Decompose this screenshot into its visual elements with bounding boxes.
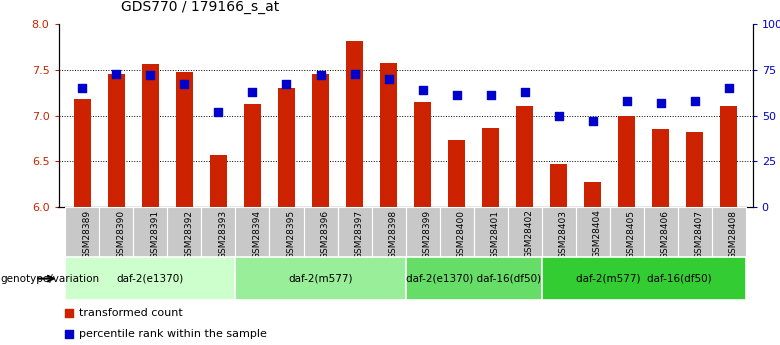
Bar <box>550 164 567 207</box>
Text: daf-2(m577): daf-2(m577) <box>289 274 353 284</box>
Text: GSM28393: GSM28393 <box>218 209 228 259</box>
Text: GSM28408: GSM28408 <box>729 209 738 258</box>
Point <box>280 82 292 87</box>
Text: GSM28405: GSM28405 <box>627 209 636 258</box>
Text: GSM28399: GSM28399 <box>423 209 431 259</box>
Bar <box>482 128 499 207</box>
Text: GSM28391: GSM28391 <box>151 209 159 259</box>
Point <box>212 109 225 115</box>
Bar <box>644 207 678 257</box>
Bar <box>108 75 125 207</box>
Bar <box>269 207 303 257</box>
Text: GSM28407: GSM28407 <box>695 209 704 258</box>
Bar <box>678 207 712 257</box>
Point <box>178 82 190 87</box>
Bar <box>99 207 133 257</box>
Point <box>450 93 463 98</box>
Bar <box>712 207 746 257</box>
Text: GSM28389: GSM28389 <box>83 209 91 259</box>
Bar <box>66 207 99 257</box>
Point <box>722 85 735 91</box>
Text: genotype/variation: genotype/variation <box>0 274 99 284</box>
Point <box>587 118 599 124</box>
Bar <box>244 104 261 207</box>
Point <box>349 71 361 76</box>
Bar <box>133 207 168 257</box>
Bar <box>508 207 542 257</box>
Text: GDS770 / 179166_s_at: GDS770 / 179166_s_at <box>121 0 279 14</box>
Bar <box>406 257 542 300</box>
Text: GSM28394: GSM28394 <box>253 209 261 258</box>
Bar <box>66 257 236 300</box>
Point <box>689 98 701 104</box>
Bar <box>652 129 669 207</box>
Bar <box>414 102 431 207</box>
Point <box>110 71 122 76</box>
Point <box>314 72 327 78</box>
Text: GSM28396: GSM28396 <box>321 209 329 259</box>
Point <box>654 100 667 106</box>
Text: daf-2(e1370): daf-2(e1370) <box>117 274 184 284</box>
Bar <box>168 207 201 257</box>
Bar <box>610 207 644 257</box>
Point <box>417 87 429 93</box>
Text: percentile rank within the sample: percentile rank within the sample <box>80 329 268 339</box>
Bar <box>371 207 406 257</box>
Bar <box>440 207 473 257</box>
Text: daf-2(e1370) daf-16(df50): daf-2(e1370) daf-16(df50) <box>406 274 541 284</box>
Bar <box>619 116 635 207</box>
Text: GSM28406: GSM28406 <box>661 209 670 258</box>
Bar <box>338 207 371 257</box>
Point <box>246 89 259 95</box>
Point <box>62 331 75 337</box>
Text: GSM28402: GSM28402 <box>525 209 534 258</box>
Text: GSM28403: GSM28403 <box>558 209 568 258</box>
Bar <box>542 207 576 257</box>
Point <box>519 89 531 95</box>
Text: daf-2(m577)  daf-16(df50): daf-2(m577) daf-16(df50) <box>576 274 711 284</box>
Point <box>76 85 89 91</box>
Text: GSM28398: GSM28398 <box>388 209 398 259</box>
Bar <box>406 207 440 257</box>
Bar <box>210 155 227 207</box>
Bar <box>236 207 269 257</box>
Bar <box>278 88 295 207</box>
Text: GSM28397: GSM28397 <box>355 209 363 259</box>
Bar <box>176 72 193 207</box>
Text: GSM28395: GSM28395 <box>286 209 296 259</box>
Bar <box>236 257 406 300</box>
Point <box>144 72 157 78</box>
Text: GSM28401: GSM28401 <box>491 209 500 258</box>
Bar <box>303 207 338 257</box>
Text: GSM28400: GSM28400 <box>456 209 466 258</box>
Point <box>484 93 497 98</box>
Bar <box>380 62 397 207</box>
Bar <box>516 106 534 207</box>
Point <box>62 310 75 316</box>
Bar <box>142 65 159 207</box>
Point <box>621 98 633 104</box>
Bar <box>686 132 704 207</box>
Bar <box>576 207 610 257</box>
Text: GSM28404: GSM28404 <box>593 209 601 258</box>
Bar <box>542 257 746 300</box>
Bar <box>584 182 601 207</box>
Text: GSM28392: GSM28392 <box>184 209 193 258</box>
Bar <box>312 73 329 207</box>
Bar <box>74 99 90 207</box>
Bar <box>448 140 465 207</box>
Bar <box>346 41 363 207</box>
Text: transformed count: transformed count <box>80 308 183 318</box>
Point <box>382 76 395 82</box>
Bar <box>473 207 508 257</box>
Point <box>552 113 565 118</box>
Bar <box>201 207 236 257</box>
Bar <box>721 106 737 207</box>
Text: GSM28390: GSM28390 <box>116 209 126 259</box>
